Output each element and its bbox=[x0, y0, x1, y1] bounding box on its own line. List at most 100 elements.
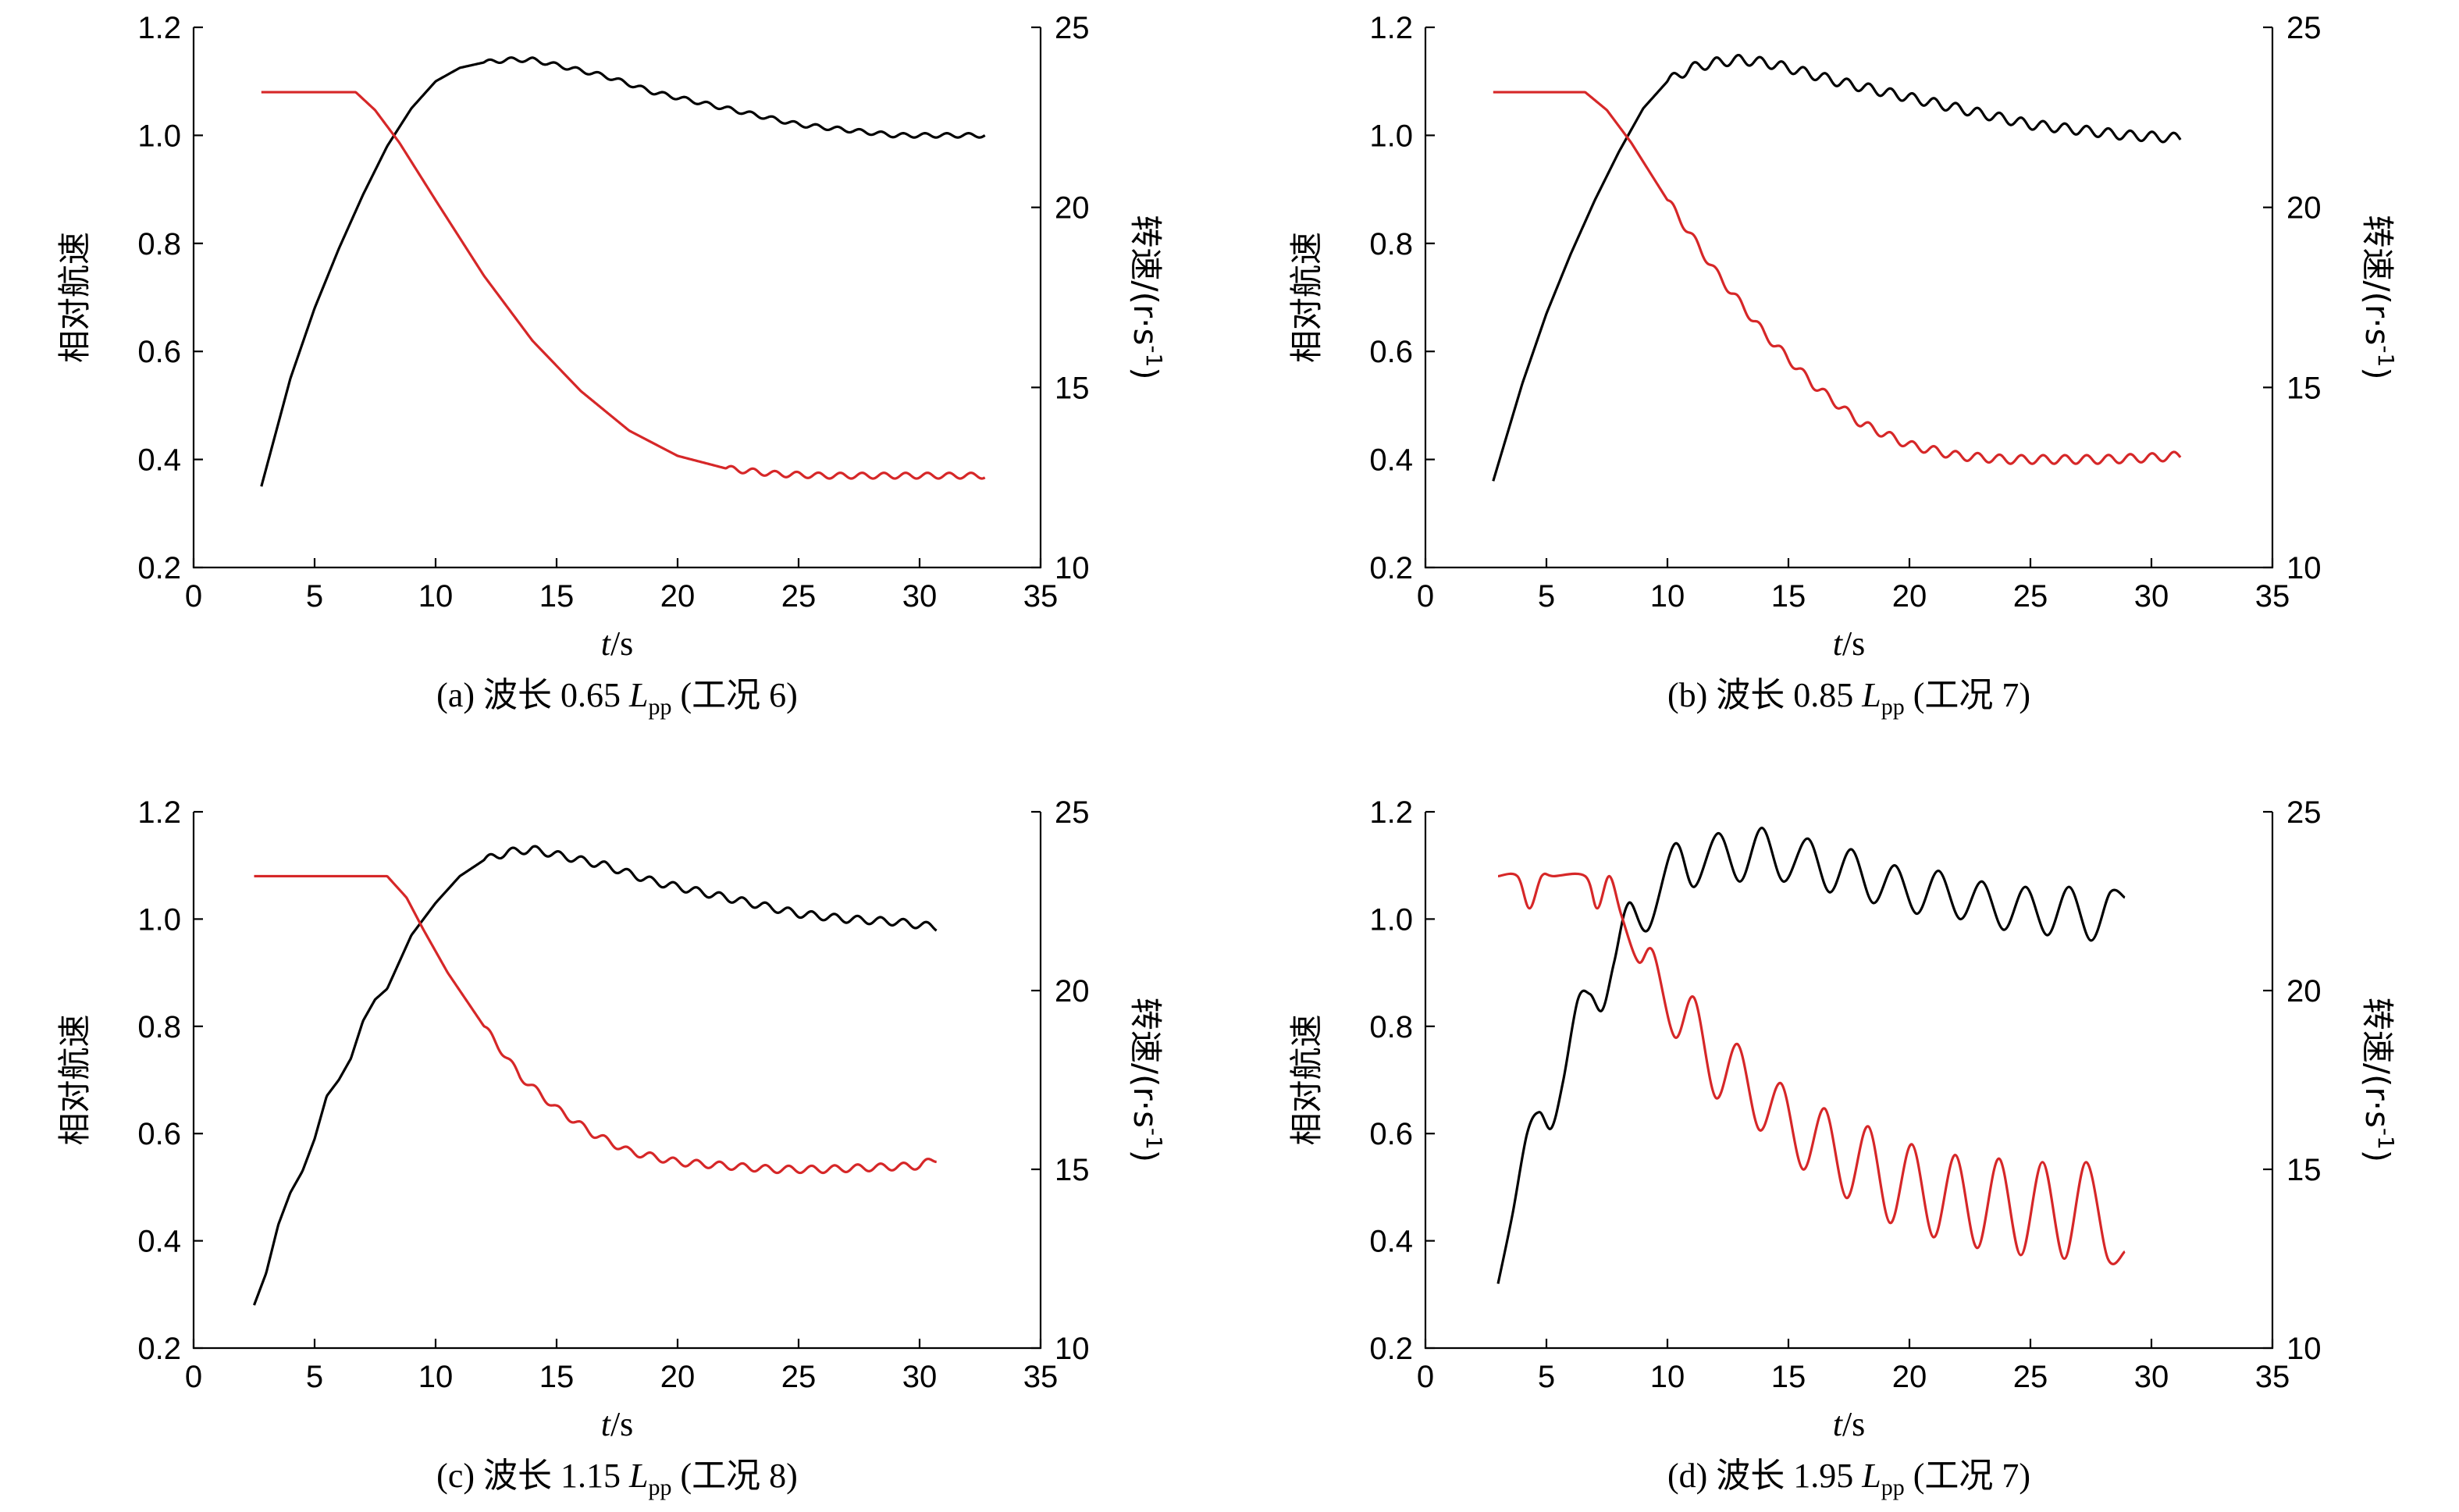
y-left-label: 相对航速 bbox=[55, 1014, 94, 1145]
caption-sub: pp bbox=[649, 1475, 672, 1500]
chart-panel-3: 0 5 10 15 20 25 30 35 0.2 0.4 0.6 0.8 1.0 1.2 10 15 20 25… bbox=[55, 795, 1167, 1500]
x-axis-label-var: t bbox=[1833, 624, 1844, 663]
y-left-tick-label: 1.2 bbox=[1369, 795, 1413, 830]
x-tick-label: 30 bbox=[2134, 1360, 2169, 1394]
series-line-rpm bbox=[1497, 872, 2126, 1265]
y-right-tick-label: 15 bbox=[1055, 1153, 1090, 1187]
axes-frame bbox=[1424, 812, 2274, 1350]
y-right-tick-label: 10 bbox=[1055, 551, 1090, 585]
y-left-label: 相对航速 bbox=[55, 232, 94, 363]
y-left-tick-label: 0.6 bbox=[1369, 335, 1413, 369]
y-right-tick-label: 20 bbox=[2286, 191, 2322, 226]
chart-panel-1: 0 5 10 15 20 25 30 35 0.2 0.4 0.6 0.8 1.0 1.2 10 15 20 25… bbox=[55, 11, 1167, 720]
x-tick-label: 15 bbox=[1771, 1360, 1806, 1394]
y-right-tick-label: 10 bbox=[2286, 1332, 2322, 1366]
y-left-tick-label: 1.0 bbox=[137, 119, 181, 153]
panel-caption: (c) 波长 1.15 Lpp (工况 8) bbox=[436, 1457, 798, 1500]
y-right-tick-label: 25 bbox=[1055, 11, 1090, 45]
series-line-rpm bbox=[261, 91, 986, 480]
caption-suffix: (工况 6) bbox=[672, 676, 798, 714]
x-tick-label: 25 bbox=[2013, 579, 2048, 614]
panel-caption: (b) 波长 0.85 Lpp (工况 7) bbox=[1667, 676, 2030, 720]
series-line-speed bbox=[1492, 53, 2182, 482]
axes-frame bbox=[1424, 27, 2274, 569]
caption-sub: pp bbox=[649, 694, 672, 720]
x-tick-label: 20 bbox=[1892, 579, 1927, 614]
caption-suffix: (工况 8) bbox=[672, 1457, 798, 1495]
x-tick-label: 0 bbox=[1417, 1360, 1434, 1394]
y-left-tick-label: 0.8 bbox=[1369, 1010, 1413, 1044]
caption-sub: pp bbox=[1881, 1475, 1905, 1500]
x-tick-label: 10 bbox=[418, 1360, 454, 1394]
axes-frame bbox=[192, 812, 1042, 1350]
series-line-speed bbox=[260, 56, 986, 487]
y-right-label-end: ) bbox=[2358, 1150, 2397, 1162]
x-axis-label: t/s bbox=[1833, 624, 1866, 663]
chart-panel-2: 0 5 10 15 20 25 30 35 0.2 0.4 0.6 0.8 1.0 1.2 10 15 20 25… bbox=[1287, 11, 2399, 720]
x-tick-label: 20 bbox=[660, 579, 696, 614]
x-tick-label: 5 bbox=[1538, 1360, 1555, 1394]
x-tick-label: 15 bbox=[1771, 579, 1806, 614]
x-tick-label: 25 bbox=[781, 579, 817, 614]
y-right-tick-label: 25 bbox=[1055, 795, 1090, 830]
x-tick-label: 30 bbox=[2134, 579, 2169, 614]
x-axis-label: t/s bbox=[1833, 1405, 1866, 1443]
y-left-tick-label: 0.2 bbox=[137, 1332, 181, 1366]
y-left-tick-label: 0.8 bbox=[1369, 227, 1413, 261]
x-axis-label: t/s bbox=[601, 624, 634, 663]
x-tick-label: 5 bbox=[306, 1360, 323, 1394]
y-right-label-main: 转速/(r·s bbox=[1126, 998, 1165, 1128]
x-tick-label: 30 bbox=[902, 579, 938, 614]
y-left-tick-label: 0.8 bbox=[137, 227, 181, 261]
caption-prefix: (b) 波长 0.85 bbox=[1667, 676, 1862, 714]
y-right-tick-label: 15 bbox=[1055, 371, 1090, 405]
y-left-tick-label: 1.0 bbox=[1369, 902, 1413, 937]
y-left-tick-label: 0.4 bbox=[137, 443, 181, 478]
x-axis-label-unit: /s bbox=[1842, 624, 1865, 663]
x-axis-label-unit: /s bbox=[1842, 1405, 1865, 1443]
caption-prefix: (c) 波长 1.15 bbox=[436, 1457, 629, 1495]
y-left-tick-label: 1.2 bbox=[137, 795, 181, 830]
x-tick-label: 35 bbox=[2255, 579, 2290, 614]
y-left-tick-label: 0.4 bbox=[1369, 1225, 1413, 1259]
caption-suffix: (工况 7) bbox=[1905, 1457, 2030, 1495]
series-line-rpm bbox=[1493, 91, 2182, 465]
x-tick-label: 20 bbox=[1892, 1360, 1927, 1394]
y-right-label: 转速/(r·s-1) bbox=[2358, 215, 2399, 379]
y-right-tick-label: 20 bbox=[2286, 974, 2322, 1009]
x-tick-label: 0 bbox=[1417, 579, 1434, 614]
caption-var: L bbox=[1861, 676, 1881, 714]
y-right-label-end: ) bbox=[1126, 367, 1165, 379]
x-tick-label: 10 bbox=[418, 579, 454, 614]
panel-caption: (a) 波长 0.65 Lpp (工况 6) bbox=[436, 676, 798, 720]
y-right-tick-label: 15 bbox=[2286, 371, 2322, 405]
y-right-tick-label: 25 bbox=[2286, 11, 2322, 45]
y-right-label-sup: -1 bbox=[2373, 1128, 2399, 1150]
caption-sub: pp bbox=[1881, 694, 1905, 720]
x-tick-label: 15 bbox=[539, 579, 575, 614]
y-right-tick-label: 10 bbox=[2286, 551, 2322, 585]
y-right-tick-label: 10 bbox=[1055, 1332, 1090, 1366]
caption-suffix: (工况 7) bbox=[1905, 676, 2030, 714]
y-left-tick-label: 0.2 bbox=[1369, 1332, 1413, 1366]
x-tick-label: 35 bbox=[1023, 1360, 1059, 1394]
y-left-tick-label: 1.0 bbox=[137, 902, 181, 937]
y-right-label-main: 转速/(r·s bbox=[2358, 215, 2397, 345]
caption-var: L bbox=[628, 1457, 648, 1495]
x-tick-label: 0 bbox=[185, 579, 202, 614]
x-axis-label: t/s bbox=[601, 1405, 634, 1443]
y-left-tick-label: 0.6 bbox=[1369, 1117, 1413, 1151]
y-right-label-end: ) bbox=[1126, 1150, 1165, 1162]
panel-caption: (d) 波长 1.95 Lpp (工况 7) bbox=[1667, 1457, 2030, 1500]
y-right-tick-label: 15 bbox=[2286, 1153, 2322, 1187]
caption-prefix: (a) 波长 0.65 bbox=[436, 676, 629, 714]
x-axis-label-unit: /s bbox=[610, 1405, 633, 1443]
caption-var: L bbox=[1861, 1457, 1881, 1495]
x-axis-label-unit: /s bbox=[610, 624, 633, 663]
x-tick-label: 10 bbox=[1650, 1360, 1685, 1394]
y-left-tick-label: 1.0 bbox=[1369, 119, 1413, 153]
x-tick-label: 35 bbox=[1023, 579, 1059, 614]
x-tick-label: 25 bbox=[781, 1360, 817, 1394]
x-tick-label: 35 bbox=[2255, 1360, 2290, 1394]
y-right-label: 转速/(r·s-1) bbox=[2358, 998, 2399, 1162]
